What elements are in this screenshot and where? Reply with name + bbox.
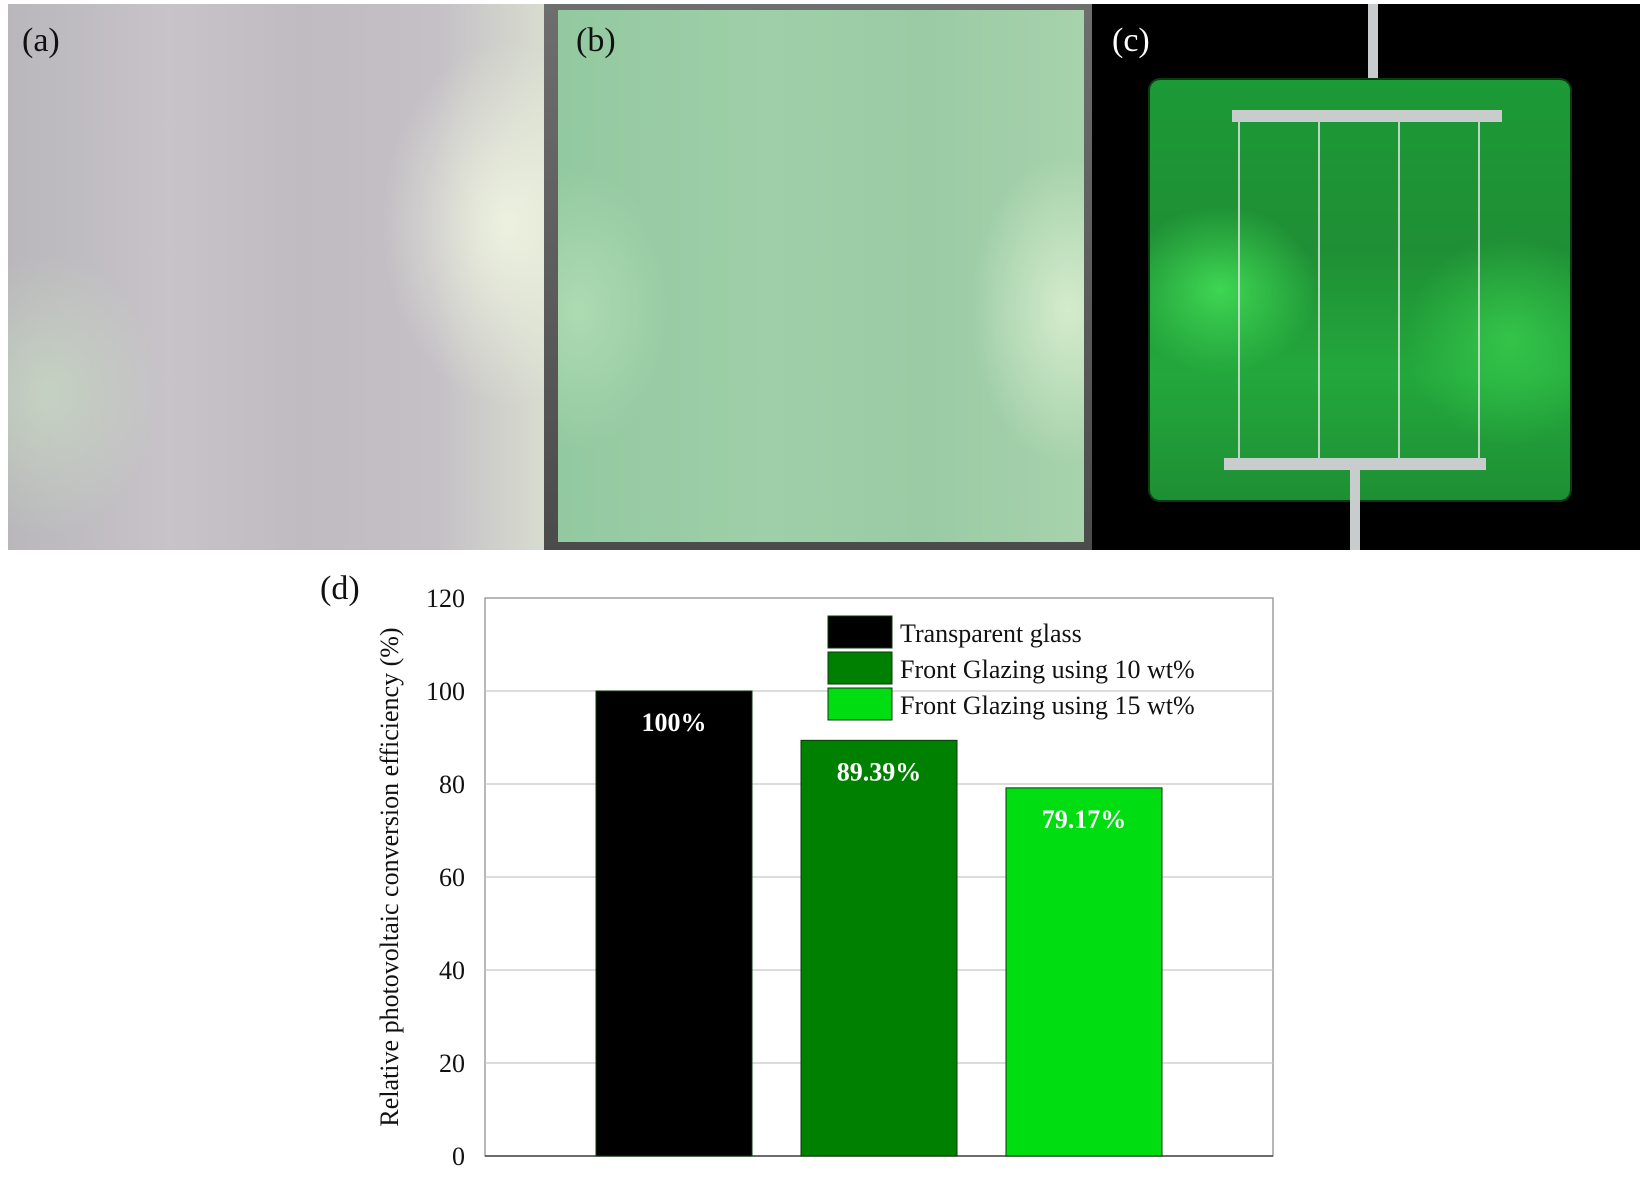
- legend-swatch: [827, 615, 893, 649]
- y-tick-label: 0: [452, 1142, 465, 1171]
- y-tick-label: 120: [426, 584, 465, 613]
- solar-cell: [1150, 80, 1570, 500]
- bar: [595, 690, 753, 1157]
- cell-wire: [1238, 122, 1240, 462]
- legend-label: Front Glazing using 10 wt%: [900, 655, 1195, 684]
- panel-label-b: (b): [576, 22, 616, 59]
- legend-label: Front Glazing using 15 wt%: [900, 691, 1195, 720]
- bar: [800, 739, 958, 1157]
- efficiency-bar-chart: 100% 89.39% 79.17% 0 20 40 60 80 100 120 Transpa…: [375, 584, 1274, 1171]
- panel-label-d: (d): [320, 570, 360, 607]
- photo-panel-c: (c): [1092, 4, 1640, 550]
- y-axis-ticks: 0 20 40 60 80 100 120: [426, 584, 465, 1171]
- y-tick-label: 80: [439, 770, 465, 799]
- y-tick-label: 100: [426, 677, 465, 706]
- top-tab-ribbon: [1368, 4, 1378, 116]
- bottom-tab-ribbon: [1350, 464, 1360, 550]
- bar: [1005, 787, 1163, 1157]
- panel-label-c: (c): [1112, 22, 1150, 59]
- y-tick-label: 20: [439, 1049, 465, 1078]
- legend-swatch: [827, 651, 893, 685]
- bars: 100% 89.39% 79.17%: [595, 690, 1163, 1157]
- legend-label: Transparent glass: [900, 619, 1082, 648]
- panel-label-a: (a): [22, 22, 60, 59]
- cell-wire: [1318, 122, 1320, 462]
- green-glazing-sheet: [558, 10, 1084, 542]
- photo-panel-b: (b): [544, 4, 1092, 550]
- legend-swatch: [827, 687, 893, 721]
- photo-panel-a: (a): [8, 4, 544, 550]
- y-axis-title: Relative photovoltaic conversion efficie…: [375, 627, 404, 1126]
- legend: Transparent glass Front Glazing using 10 …: [827, 615, 1195, 721]
- bar-data-label: 79.17%: [1042, 805, 1127, 834]
- y-tick-label: 40: [439, 956, 465, 985]
- bar-data-label: 100%: [642, 708, 707, 737]
- cell-wire: [1398, 122, 1400, 462]
- cell-wire: [1478, 122, 1480, 462]
- top-busbar: [1232, 110, 1502, 122]
- y-tick-label: 60: [439, 863, 465, 892]
- bar-data-label: 89.39%: [837, 757, 922, 786]
